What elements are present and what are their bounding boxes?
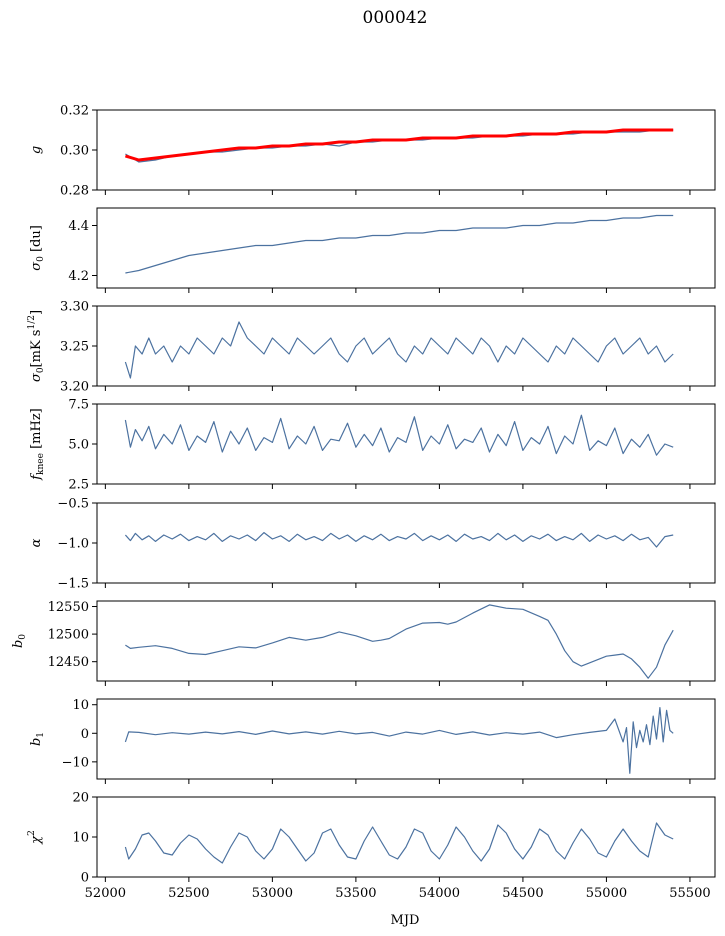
series-line-6-1 — [125, 604, 674, 679]
series-line-4-1 — [124, 414, 674, 456]
y-tick-label: 3.25 — [60, 340, 89, 355]
panel-frame — [96, 207, 716, 289]
y-axis-label: σ0 [du] — [29, 225, 46, 271]
x-tick-label: 54500 — [502, 886, 543, 901]
y-tick-label: 2.5 — [68, 478, 89, 493]
series-line-2-1 — [125, 214, 674, 274]
y-tick-label: 0 — [81, 871, 89, 886]
y-tick-label: 10 — [72, 831, 89, 846]
y-axis-label: α — [29, 538, 44, 547]
x-tick-label: 52000 — [85, 886, 126, 901]
panel-5: −1.5 −1.0 −0.5 α — [29, 497, 716, 592]
y-axis-label: b1 — [29, 732, 46, 746]
y-tick-label: 3.20 — [60, 380, 89, 395]
y-tick-label: −1.0 — [57, 537, 89, 552]
panel-frame — [96, 502, 716, 584]
panel-frame — [96, 600, 716, 682]
y-tick-label: 0 — [81, 727, 89, 742]
series-line-8-1 — [124, 822, 674, 864]
panel-7: −10 0 10 b1 — [29, 698, 716, 784]
figure-title: 000042 — [363, 8, 428, 28]
y-axis-label: σ0[mK s1/2] — [27, 310, 46, 382]
panel-frame — [96, 698, 716, 780]
y-tick-label: 12450 — [48, 655, 89, 670]
y-axis-label: fknee [mHz] — [29, 408, 46, 481]
x-tick-label: 54000 — [419, 886, 460, 901]
y-tick-label: −0.5 — [57, 497, 89, 512]
panel-6: 12450 12500 12550 b0 — [11, 600, 716, 686]
y-tick-label: 0.32 — [60, 104, 89, 119]
x-tick-label: 53500 — [335, 886, 376, 901]
y-tick-label: 0.28 — [60, 184, 89, 199]
series-line-1-1 — [125, 129, 674, 163]
y-tick-label: 20 — [72, 791, 89, 806]
panel-frame — [96, 305, 716, 387]
y-tick-label: 10 — [72, 698, 89, 713]
panel-3: 3.20 3.25 3.30 σ0[mK s1/2] — [27, 300, 716, 395]
panel-2: 4.2 4.4 σ0 [du] — [29, 207, 716, 293]
y-tick-label: 12500 — [48, 628, 89, 643]
y-tick-label: 5.0 — [68, 438, 89, 453]
panel-1: 0.28 0.30 0.32 g — [29, 104, 716, 199]
y-tick-label: 7.5 — [68, 398, 89, 413]
y-tick-label: −1.5 — [57, 577, 89, 592]
panel-frame — [96, 403, 716, 485]
y-axis-label: χ2 — [27, 830, 44, 845]
panel-8: 0 10 20 52000 52500 53000 53500 54000 54500 55000… — [27, 791, 716, 901]
x-tick-label: 53000 — [252, 886, 293, 901]
y-tick-label: 4.4 — [68, 219, 89, 234]
panel-4: 2.5 5.0 7.5 fknee [mHz] — [29, 398, 716, 493]
y-axis-label: b0 — [11, 634, 28, 648]
y-axis-label: g — [29, 146, 44, 154]
y-tick-label: −10 — [62, 755, 89, 770]
x-tick-label: 52500 — [168, 886, 209, 901]
panels: 0.28 0.30 0.32 g 4.2 4.4 σ0 [du] 3.20 3.25 3.30 σ0… — [11, 104, 716, 901]
y-tick-label: 12550 — [48, 600, 89, 615]
series-line-5-1 — [124, 531, 674, 548]
panel-frame — [96, 796, 716, 878]
y-tick-label: 0.30 — [60, 144, 89, 159]
y-tick-label: 3.30 — [60, 300, 89, 315]
series-line-3-1 — [124, 321, 674, 379]
y-tick-label: 4.2 — [68, 269, 89, 284]
x-axis-label: MJD — [391, 913, 420, 928]
x-tick-label: 55000 — [586, 886, 627, 901]
series-line-1-2 — [124, 128, 674, 162]
panel-frame — [96, 109, 716, 191]
x-tick-label: 55500 — [669, 886, 710, 901]
series-line-7-1 — [124, 706, 674, 774]
